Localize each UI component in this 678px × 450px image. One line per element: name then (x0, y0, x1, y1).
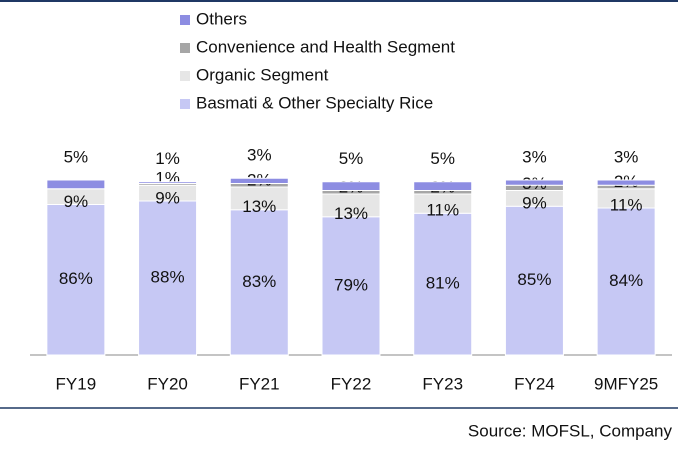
bar-segment (413, 212, 473, 356)
data-label: 13% (242, 197, 276, 216)
bar-segment (229, 209, 289, 356)
legend-label: Others (196, 9, 247, 28)
data-label: 5% (64, 147, 89, 166)
bar-segment (596, 179, 656, 186)
data-label: 9% (155, 188, 180, 207)
data-label: 5% (430, 149, 455, 168)
legend-swatch (180, 15, 190, 25)
data-label: 3% (247, 146, 272, 165)
data-label: 13% (334, 204, 368, 223)
x-tick-label: FY20 (147, 374, 188, 393)
data-label: 84% (609, 271, 643, 290)
data-label: 81% (426, 274, 460, 293)
legend-label: Convenience and Health Segment (196, 37, 455, 56)
data-label: 1% (155, 169, 180, 188)
bar-segment (413, 181, 473, 191)
data-label: 85% (517, 270, 551, 289)
x-tick-label: 9MFY25 (594, 374, 658, 393)
data-label: 79% (334, 275, 368, 294)
x-tick-label: FY22 (331, 374, 372, 393)
x-tick-label: FY23 (422, 374, 463, 393)
data-label: 3% (614, 147, 639, 166)
data-label: 1% (155, 149, 180, 168)
data-label: 11% (426, 201, 459, 220)
bar-segment (138, 200, 198, 356)
x-tick-label: FY21 (239, 374, 280, 393)
data-label: 5% (339, 149, 364, 168)
x-tick-label: FY19 (56, 374, 97, 393)
legend-label: Organic Segment (196, 65, 329, 84)
data-label: 9% (64, 192, 89, 211)
data-label: 88% (151, 267, 185, 286)
bar-segment (321, 181, 381, 191)
bar-segment (138, 181, 198, 184)
bar-segment (596, 207, 656, 356)
bar-segment (46, 179, 106, 190)
data-label: 9% (522, 194, 547, 213)
bar-segment (229, 177, 289, 184)
data-label: 86% (59, 269, 93, 288)
x-tick-label: FY24 (514, 374, 555, 393)
bar-segment (504, 179, 564, 186)
bar-segment (46, 204, 106, 356)
data-label: 11% (610, 195, 643, 214)
bar-segment (321, 216, 381, 356)
legend-swatch (180, 43, 190, 53)
bar-segment (504, 205, 564, 356)
legend-swatch (180, 71, 190, 81)
legend-label: Basmati & Other Specialty Rice (196, 93, 433, 112)
legend-swatch (180, 99, 190, 109)
data-label: 3% (522, 147, 547, 166)
source: Source: MOFSL, Company (468, 421, 673, 440)
data-label: 83% (242, 272, 276, 291)
